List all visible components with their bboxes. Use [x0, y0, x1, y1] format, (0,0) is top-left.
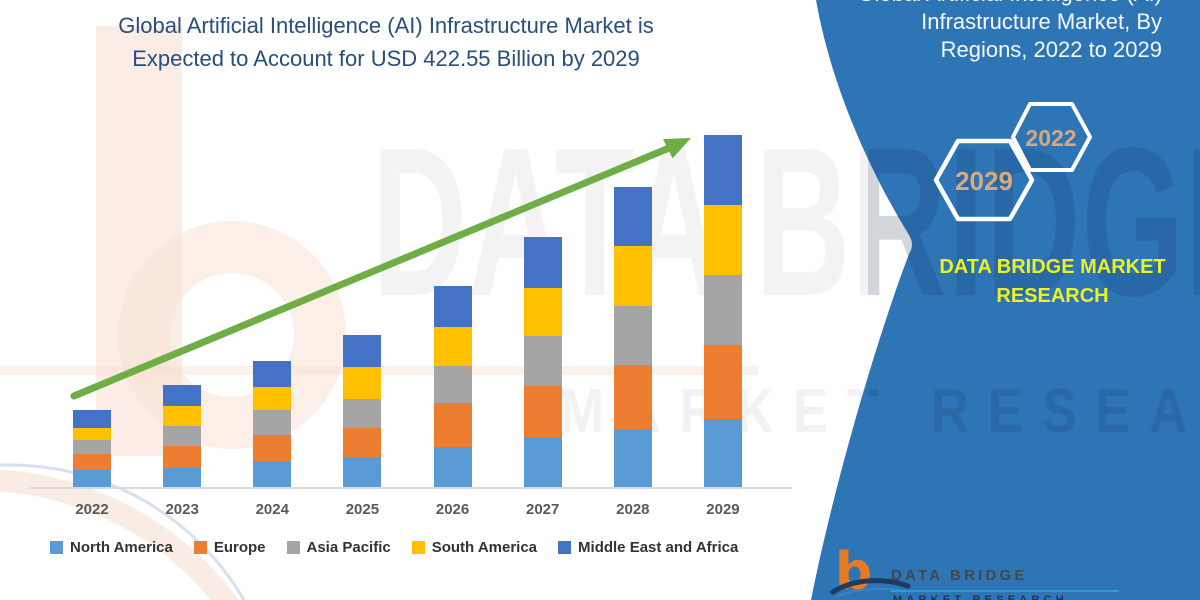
panel-heading-line1: Global Artificial Intelligence (AI)	[802, 0, 1162, 8]
bar-segment-europe-2025	[343, 427, 382, 458]
page-title: Global Artificial Intelligence (AI) Infr…	[50, 9, 722, 75]
x-axis-label-2029: 2029	[706, 501, 740, 518]
brand-text-line2: RESEARCH	[996, 285, 1109, 307]
bar-2029	[703, 134, 742, 487]
bar-segment-asia-pacific-2022	[73, 440, 111, 454]
hexagon-2022	[1011, 102, 1092, 172]
legend-swatch-north-america	[50, 541, 63, 554]
legend-label-middle-east-and-africa: Middle East and Africa	[578, 539, 739, 556]
legend-swatch-europe	[193, 541, 207, 554]
bar-segment-north-america-2027	[523, 437, 562, 487]
bar-segment-europe-2022	[73, 453, 111, 471]
watermark-market-research: MARKET RESEARCH	[868, 377, 1200, 446]
logo-b-icon: b	[835, 542, 873, 600]
x-axis-label-2023: 2023	[165, 501, 199, 518]
bar-segment-north-america-2028	[613, 428, 652, 487]
bar-segment-europe-2026	[433, 402, 472, 448]
bar-segment-asia-pacific-2025	[343, 398, 382, 428]
bar-segment-south-america-2029	[703, 205, 742, 276]
panel-heading-line2: Infrastructure Market, By	[921, 9, 1162, 34]
bar-segment-south-america-2022	[73, 427, 111, 441]
legend-label-europe: Europe	[213, 539, 266, 556]
logo-wordmark: DATA BRIDGE	[891, 567, 1028, 584]
legend-swatch-south-america	[411, 541, 425, 554]
legend-item-europe: Europe	[193, 539, 266, 556]
legend-item-middle-east-and-africa: Middle East and Africa	[558, 539, 738, 556]
bar-segment-north-america-2022	[73, 470, 111, 487]
bar-segment-south-america-2023	[163, 406, 202, 427]
legend-label-north-america: North America	[70, 539, 173, 556]
legend-label-asia-pacific: Asia Pacific	[306, 539, 391, 556]
logo-subtitle: MARKET RESEARCH	[893, 594, 1068, 600]
logo-underline	[891, 590, 1119, 592]
x-axis-label-2027: 2027	[526, 501, 560, 518]
bar-segment-north-america-2023	[163, 467, 202, 487]
legend-swatch-asia-pacific	[286, 541, 300, 554]
brand-text-line1: DATA BRIDGE MARKET	[939, 256, 1166, 278]
x-axis-label-2026: 2026	[435, 501, 470, 518]
bar-segment-north-america-2026	[433, 447, 472, 487]
x-axis-label-2024: 2024	[255, 501, 289, 518]
bar-segment-asia-pacific-2029	[703, 275, 742, 346]
bar-segment-europe-2023	[163, 446, 202, 468]
legend-swatch-middle-east-and-africa	[558, 541, 572, 554]
bar-segment-north-america-2025	[343, 457, 382, 487]
hexagon-2022-label: 2022	[1025, 125, 1076, 151]
watermark-data-bridge: DATA BRIDGE	[868, 103, 1200, 340]
bar-segment-middle-east-and-africa-2022	[73, 410, 111, 428]
hexagon-2029-label: 2029	[955, 166, 1013, 196]
legend-label-south-america: South America	[431, 539, 538, 556]
bar-segment-north-america-2024	[253, 461, 292, 487]
bar-2022	[73, 410, 111, 487]
legend-item-north-america: North America	[50, 539, 173, 556]
x-axis-line	[30, 487, 792, 489]
chart-legend: North America Europe Asia Pacific South Ame…	[50, 539, 738, 556]
page-title-line2: Expected to Account for USD 422.55 Billi…	[132, 46, 640, 71]
panel-watermark-layer: DATA BRIDGE MARKET RESEARCH	[868, 0, 1200, 600]
panel-heading-line3: Regions, 2022 to 2029	[940, 37, 1162, 62]
bar-segment-europe-2029	[703, 345, 742, 419]
legend-item-south-america: South America	[411, 539, 538, 556]
legend-item-asia-pacific: Asia Pacific	[286, 539, 391, 556]
panel-heading: Global Artificial Intelligence (AI) Infr…	[802, 0, 1162, 64]
x-axis-label-2022: 2022	[75, 501, 109, 518]
bar-segment-middle-east-and-africa-2029	[703, 134, 742, 206]
bar-segment-europe-2024	[253, 435, 292, 462]
bar-segment-asia-pacific-2024	[253, 410, 292, 436]
bar-segment-north-america-2029	[703, 418, 742, 487]
page-title-line1: Global Artificial Intelligence (AI) Infr…	[118, 13, 654, 38]
bar-segment-asia-pacific-2023	[163, 426, 202, 447]
x-axis-label-2028: 2028	[616, 501, 650, 518]
brand-text: DATA BRIDGE MARKET RESEARCH	[930, 253, 1175, 311]
hexagon-2029	[933, 138, 1035, 222]
corner-arcs-decoration	[0, 463, 246, 600]
x-axis-label-2025: 2025	[345, 501, 380, 518]
